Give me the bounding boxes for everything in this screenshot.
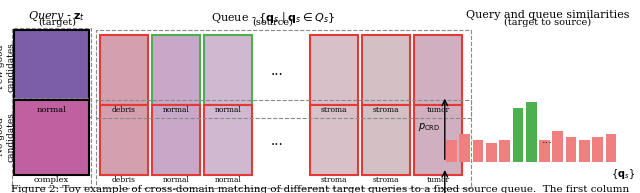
Text: Queue - $\{\mathbf{q}_s \mid \mathbf{q}_s \in Q_s\}$: Queue - $\{\mathbf{q}_s \mid \mathbf{q}_… <box>211 10 335 25</box>
Bar <box>204 105 252 175</box>
Text: tumor: tumor <box>426 176 449 184</box>
Bar <box>460 134 470 162</box>
Bar <box>362 35 410 105</box>
Text: (target to source): (target to source) <box>504 18 591 27</box>
Text: (target): (target) <box>38 18 76 27</box>
Text: ...: ... <box>271 134 284 148</box>
Bar <box>152 105 200 175</box>
Bar <box>310 105 358 175</box>
Bar <box>539 140 550 162</box>
Bar <box>513 108 524 162</box>
Text: stroma: stroma <box>372 176 399 184</box>
Bar <box>12 28 91 117</box>
Text: stroma: stroma <box>321 176 348 184</box>
Bar <box>310 35 358 105</box>
Bar <box>446 140 457 162</box>
Bar <box>499 140 510 162</box>
Bar <box>593 137 603 162</box>
Bar <box>473 140 483 162</box>
Text: debris: debris <box>112 106 136 114</box>
Text: normal: normal <box>36 106 67 114</box>
Bar <box>152 35 200 105</box>
Bar <box>605 134 616 162</box>
Text: debris: debris <box>112 176 136 184</box>
Text: stroma: stroma <box>372 106 399 114</box>
Bar <box>12 98 91 187</box>
Text: Query - $\mathbf{z}_t$: Query - $\mathbf{z}_t$ <box>28 10 86 23</box>
Text: normal: normal <box>214 176 241 184</box>
Bar <box>14 100 89 175</box>
Bar <box>552 130 563 162</box>
Bar <box>204 35 252 105</box>
Text: Few good
candidates: Few good candidates <box>0 42 16 92</box>
Bar <box>414 35 462 105</box>
Text: Query and queue similarities: Query and queue similarities <box>467 10 630 20</box>
Bar <box>100 35 148 105</box>
Text: No good
candidates: No good candidates <box>0 112 16 162</box>
Bar <box>414 105 462 175</box>
Text: stroma: stroma <box>321 106 348 114</box>
Text: complex: complex <box>34 176 69 184</box>
Text: normal: normal <box>214 106 241 114</box>
Text: $\{\mathbf{q}_s\}$: $\{\mathbf{q}_s\}$ <box>611 167 635 181</box>
Bar <box>566 137 577 162</box>
Text: normal: normal <box>163 176 189 184</box>
Bar <box>526 102 536 162</box>
Text: Figure 2: Toy example of cross-domain matching of different target queries to a : Figure 2: Toy example of cross-domain ma… <box>11 185 629 193</box>
Bar <box>362 105 410 175</box>
Text: ...: ... <box>271 64 284 78</box>
Bar <box>579 140 589 162</box>
Text: (source): (source) <box>253 18 293 27</box>
Bar <box>14 30 89 105</box>
Text: $p_{\rm CRD}$: $p_{\rm CRD}$ <box>419 121 441 133</box>
Bar <box>96 100 471 188</box>
Bar <box>96 30 471 118</box>
Bar <box>100 105 148 175</box>
Text: normal: normal <box>163 106 189 114</box>
Text: ...: ... <box>541 135 552 145</box>
Text: tumor: tumor <box>426 106 449 114</box>
Bar <box>486 143 497 162</box>
